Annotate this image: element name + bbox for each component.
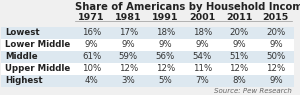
- Text: Source: Pew Research: Source: Pew Research: [214, 88, 292, 94]
- Text: Share of Americans by Household Income: Share of Americans by Household Income: [75, 2, 300, 12]
